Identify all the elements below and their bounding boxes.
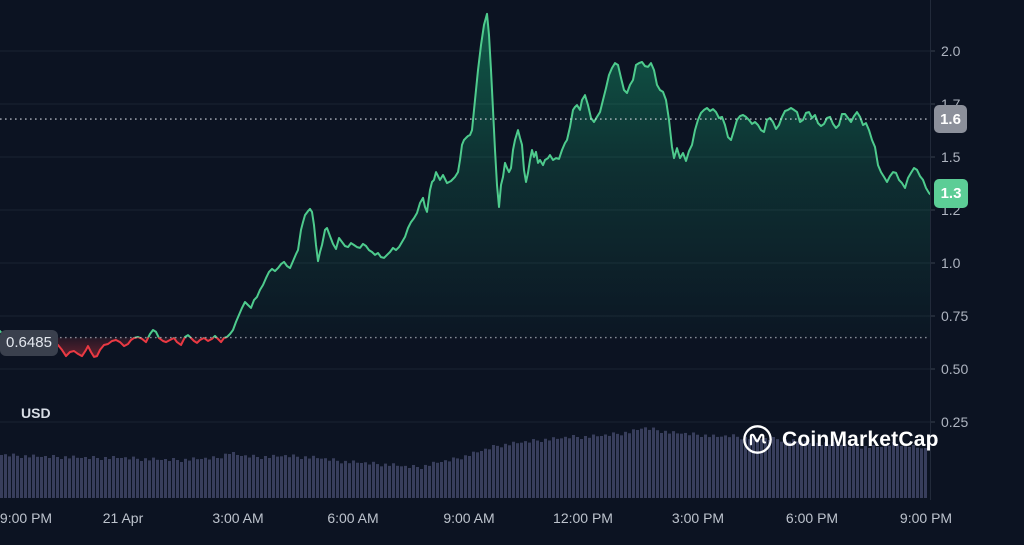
x-axis-label: 3:00 PM xyxy=(671,510,725,526)
coinmarketcap-watermark: CoinMarketCap xyxy=(742,424,939,455)
price-axis-unit-label: USD xyxy=(21,405,51,421)
x-axis-label: 6:00 AM xyxy=(327,510,379,526)
y-axis-label: 1.5 xyxy=(941,149,961,165)
price-line xyxy=(0,12,930,358)
reference-lines xyxy=(0,118,930,339)
x-axis-label: 6:00 PM xyxy=(785,510,839,526)
y-axis-label: 1.0 xyxy=(941,255,961,271)
x-axis-label: 9:00 AM xyxy=(443,510,495,526)
volume-bars xyxy=(0,427,927,498)
y-axis-label: 0.50 xyxy=(941,361,969,377)
x-axis-label: 12:00 PM xyxy=(553,510,613,526)
previous-close-price-badge: 0.6485 xyxy=(0,329,58,356)
y-axis-label: 0.75 xyxy=(941,308,969,324)
price-axis[interactable]: 2.0 1.7 1.5 1.2 1.0 0.75 0.50 0.25 1.6 1.3 xyxy=(930,0,1024,500)
watermark-text: CoinMarketCap xyxy=(782,427,939,451)
y-axis-label: 0.25 xyxy=(941,414,969,430)
x-axis-label: 9:00 PM xyxy=(899,510,953,526)
y-axis-label: 2.0 xyxy=(941,43,961,59)
time-axis[interactable]: 9:00 PM 21 Apr 3:00 AM 6:00 AM 9:00 AM 12:00 … xyxy=(0,500,952,545)
x-axis-label: 3:00 AM xyxy=(212,510,264,526)
tracking-price-badge: 1.6 xyxy=(934,105,967,134)
coinmarketcap-logo-icon xyxy=(743,425,772,454)
x-axis-label: 9:00 PM xyxy=(0,510,53,526)
x-axis-label: 21 Apr xyxy=(102,510,144,526)
price-area-fill xyxy=(0,13,930,357)
last-price-badge: 1.3 xyxy=(934,179,968,209)
